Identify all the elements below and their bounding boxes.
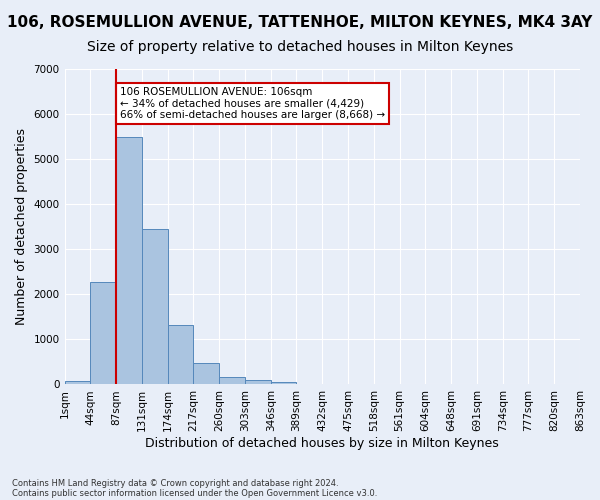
Text: Size of property relative to detached houses in Milton Keynes: Size of property relative to detached ho… bbox=[87, 40, 513, 54]
Bar bbox=[167, 326, 193, 384]
Text: Contains public sector information licensed under the Open Government Licence v3: Contains public sector information licen… bbox=[12, 488, 377, 498]
Text: 106 ROSEMULLION AVENUE: 106sqm
← 34% of detached houses are smaller (4,429)
66% : 106 ROSEMULLION AVENUE: 106sqm ← 34% of … bbox=[120, 87, 385, 120]
X-axis label: Distribution of detached houses by size in Milton Keynes: Distribution of detached houses by size … bbox=[145, 437, 499, 450]
Bar bbox=[193, 364, 219, 384]
Y-axis label: Number of detached properties: Number of detached properties bbox=[15, 128, 28, 325]
Bar bbox=[245, 380, 271, 384]
Bar bbox=[271, 382, 296, 384]
Bar bbox=[91, 282, 116, 384]
Text: 106, ROSEMULLION AVENUE, TATTENHOE, MILTON KEYNES, MK4 3AY: 106, ROSEMULLION AVENUE, TATTENHOE, MILT… bbox=[7, 15, 593, 30]
Bar bbox=[142, 229, 167, 384]
Text: Contains HM Land Registry data © Crown copyright and database right 2024.: Contains HM Land Registry data © Crown c… bbox=[12, 478, 338, 488]
Bar bbox=[219, 378, 245, 384]
Bar bbox=[65, 381, 91, 384]
Bar bbox=[116, 138, 142, 384]
